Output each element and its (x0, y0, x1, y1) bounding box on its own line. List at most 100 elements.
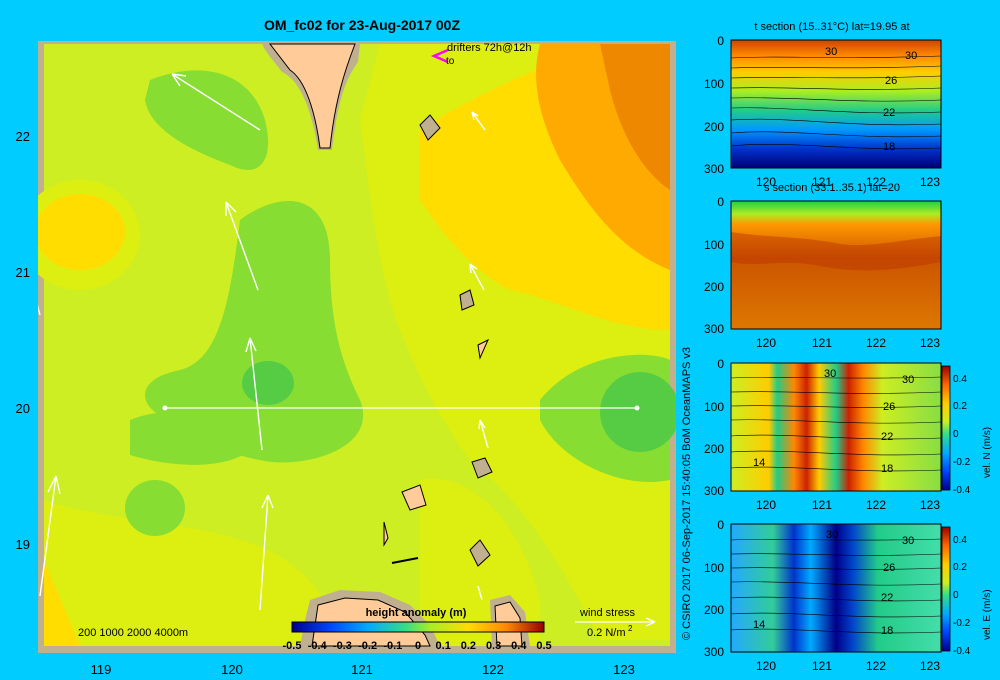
cbar-tick: 0.4 (953, 535, 967, 546)
wind-stress-arrows (38, 73, 489, 611)
cbar-tick: 0.4 (953, 374, 967, 385)
s-section-field (731, 201, 941, 329)
x-tick: 120 (756, 175, 776, 189)
map-x-axis: 119 120 121 122 123 (91, 662, 635, 677)
contour-label: 22 (881, 431, 893, 443)
y-tick: 100 (704, 400, 724, 414)
y-tick: 100 (704, 561, 724, 575)
y-tick: 0 (717, 195, 724, 209)
contour-label: 18 (883, 141, 895, 153)
y-tick: 20 (16, 401, 30, 416)
map-y-axis: 22 21 20 19 (16, 129, 30, 552)
x-tick: 121 (812, 175, 832, 189)
colorbar-tick: 0.4 (511, 640, 527, 652)
y-tick: 21 (16, 265, 30, 280)
vel-n-contours (730, 376, 942, 472)
colorbar-tick: 0.5 (536, 640, 551, 652)
x-tick: 119 (91, 662, 112, 677)
colorbar-tick: -0.5 (283, 640, 302, 652)
x-tick: 120 (221, 662, 243, 677)
y-tick: 300 (704, 484, 724, 498)
s-section-panel: s section (33.1..35.1) lat=20 0 100 200 … (704, 182, 942, 350)
y-tick: 300 (704, 162, 724, 176)
x-tick: 122 (866, 175, 886, 189)
contour-label: 18 (881, 625, 893, 637)
height-colorbar: height anomaly (m) -0.5 -0.4 -0.3 -0.2 -0.1 0… (283, 607, 552, 652)
cbar-tick: 0 (953, 429, 959, 440)
panel-y-axis: 0 100 200 300 (704, 518, 724, 659)
x-tick: 122 (866, 498, 886, 512)
x-tick: 123 (920, 659, 940, 673)
contour-label: 26 (883, 562, 895, 574)
x-tick: 123 (920, 175, 940, 189)
colorbar-tick: 0.2 (461, 640, 476, 652)
panel-y-axis: 0 100 200 300 (704, 357, 724, 498)
wind-scale: wind stress 0.2 N/m 2 (575, 607, 656, 639)
x-tick: 123 (613, 662, 635, 677)
x-tick: 123 (920, 498, 940, 512)
cbar-tick: 0.2 (953, 562, 967, 573)
drifters-sub-label: to (446, 56, 455, 67)
x-tick: 121 (812, 659, 832, 673)
t-section-panel: t section (15..31°C) lat=19.95 at 30 30 … (704, 21, 942, 189)
height-anomaly-field (38, 43, 676, 647)
x-tick: 121 (351, 662, 373, 677)
contour-label: 30 (826, 529, 838, 541)
panel-frame (730, 39, 942, 169)
s-section-core (731, 232, 941, 271)
colorbar-tick: 0 (415, 640, 421, 652)
panel-frame (730, 523, 942, 653)
y-tick: 22 (16, 129, 30, 144)
y-tick: 200 (704, 603, 724, 617)
panel-frame (730, 200, 942, 330)
contour-label: 30 (902, 535, 914, 547)
panel-x-axis: 120 121 122 123 (756, 175, 940, 189)
colorbar-tick: -0.3 (333, 640, 352, 652)
contour-label: 30 (825, 46, 837, 58)
panel-title: s section (33.1..35.1) lat=20 (764, 182, 900, 194)
y-tick: 100 (704, 238, 724, 252)
colorbar-ramp (941, 526, 951, 652)
contour-label: 14 (753, 619, 765, 631)
wind-scale-value: 0.2 N/m (587, 627, 626, 639)
x-tick: 120 (756, 659, 776, 673)
map-title: OM_fc02 for 23-Aug-2017 00Z (264, 17, 461, 33)
cbar-tick: 0.2 (953, 401, 967, 412)
cbar-tick: -0.4 (953, 485, 971, 496)
colorbar-title: height anomaly (m) (366, 607, 467, 619)
drifters-label: drifters 72h@12h (447, 42, 532, 54)
y-tick: 0 (717, 34, 724, 48)
panel-title: t section (15..31°C) lat=19.95 at (754, 21, 909, 33)
cbar-label: vel. E (m/s) (982, 589, 993, 640)
x-tick: 121 (812, 336, 832, 350)
drifter-marker-icon (430, 48, 449, 64)
cbar-tick: -0.2 (953, 457, 971, 468)
cbar-tick: 0 (953, 590, 959, 601)
y-tick: 200 (704, 442, 724, 456)
contour-label: 14 (753, 457, 765, 469)
x-tick: 122 (482, 662, 504, 677)
cbar-tick: -0.4 (953, 646, 971, 657)
vel-n-colorbar: 0.4 0.2 0 -0.2 -0.4 vel. N (m/s) (941, 365, 993, 496)
y-tick: 300 (704, 645, 724, 659)
cbar-tick: -0.2 (953, 618, 971, 629)
section-line (162, 405, 640, 411)
contour-label: 30 (902, 374, 914, 386)
vel-e-panel: 30 30 26 22 14 18 0 100 200 300 120 121 … (704, 518, 993, 673)
contour-label: 30 (905, 50, 917, 62)
y-tick: 0 (717, 357, 724, 371)
colorbar-tick: -0.1 (383, 640, 402, 652)
colorbar-ramp (941, 365, 951, 491)
wind-scale-sup: 2 (628, 624, 633, 633)
colorbar-ramp (291, 621, 545, 633)
panel-y-axis: 0 100 200 300 (704, 34, 724, 176)
contour-label: 22 (881, 592, 893, 604)
y-tick: 100 (704, 77, 724, 91)
y-tick: 200 (704, 280, 724, 294)
x-tick: 120 (756, 498, 776, 512)
contour-label: 26 (885, 75, 897, 87)
colorbar-tick: 0.1 (436, 640, 451, 652)
colorbar-tick-labels: -0.5 -0.4 -0.3 -0.2 -0.1 0 0.1 0.2 0.3 0.4 0.5 (283, 640, 552, 652)
x-tick: 122 (866, 336, 886, 350)
